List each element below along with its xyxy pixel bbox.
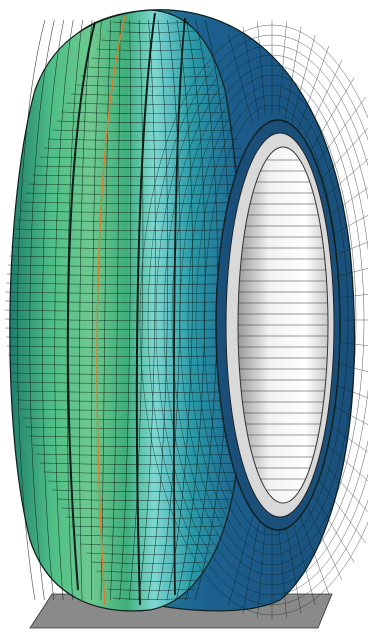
sidewall-radial-line: [290, 514, 316, 606]
sidewall-radial-line: [257, 523, 266, 619]
sidewall-radial-line: [257, 21, 266, 117]
sidewall-radial-line: [330, 241, 368, 257]
sidewall-radial-line: [242, 26, 260, 120]
tread-ring-line: [80, 543, 214, 546]
tread-rib-line: [17, 19, 46, 601]
tread-ring-line: [112, 21, 191, 24]
tread-rib-line: [91, 19, 102, 601]
tread-ring-line: [70, 93, 222, 96]
sidewall-radial-line: [308, 485, 355, 563]
tread-ring-line: [43, 147, 242, 150]
sidewall-radial-line: [325, 422, 368, 453]
tread-groove-3: [135, 12, 156, 606]
sidewall-radial-line: [325, 187, 368, 218]
sidewall-radial-line: [284, 520, 302, 614]
tread-ring-line: [101, 579, 199, 582]
tread-ring-line: [36, 165, 248, 168]
sidewall-radial-line: [228, 514, 254, 606]
sidewall-radial-line: [322, 158, 368, 200]
tread-ring-line: [107, 588, 195, 591]
tread-groove-4: [172, 17, 186, 596]
tread-ring-line: [32, 174, 250, 177]
sidewall-radial-line: [278, 523, 287, 619]
tread-ring-line: [75, 84, 218, 87]
sidewall-radial-line: [296, 45, 330, 133]
sidewall-radial-line: [330, 383, 368, 399]
tread-rib-line: [29, 19, 55, 601]
tread-rib-line: [54, 19, 74, 601]
sidewall-radial-line: [284, 26, 302, 120]
sidewall-radial-line: [328, 403, 368, 426]
tread-rib-line: [100, 19, 112, 601]
tread-rib-line: [110, 19, 121, 601]
tread-rib-line: [138, 19, 156, 601]
tread-ring-line: [66, 516, 225, 519]
tread-groove-2: [96, 15, 126, 606]
tread-rib-line: [147, 19, 169, 601]
sidewall-radial-line: [313, 96, 366, 168]
tread-ring-line: [32, 444, 250, 447]
tread-ring-line: [96, 570, 203, 573]
tread-ring-line: [56, 498, 232, 501]
sidewall-radial-line: [332, 362, 368, 373]
tread-ring-line: [52, 129, 236, 132]
tread-groove-1: [66, 21, 96, 591]
tread-rib-line: [119, 19, 132, 601]
tire-tread: [9, 9, 244, 612]
tread-rib-line: [128, 19, 144, 601]
tread-rib-line: [175, 19, 206, 601]
tread-ring-line: [86, 552, 211, 555]
sidewall-radial-line: [317, 457, 368, 513]
tread-ring-line: [75, 534, 218, 537]
rim-mesh-lines: [238, 159, 328, 491]
sidewall-radial-line: [328, 214, 368, 237]
tread-ring-line: [107, 30, 195, 33]
sidewall-mesh: [139, 20, 368, 620]
sidewall-radial-line: [332, 267, 368, 278]
tread-ring-line: [36, 453, 248, 456]
sidewall-radial-line: [290, 34, 316, 126]
tread-ring-line: [43, 471, 242, 474]
tread-ring-line: [39, 462, 245, 465]
tread-mesh-ribs: [17, 19, 231, 601]
sidewall-radial-line: [278, 21, 287, 117]
sidewall-radial-line: [322, 440, 368, 482]
sidewall-radial-line: [313, 472, 366, 544]
tread-rib-line: [42, 19, 65, 601]
sidewall-radial-line: [333, 341, 368, 347]
sidewall-radial-line: [296, 507, 330, 595]
sidewall-radial-line: [333, 293, 368, 299]
sidewall-radial-line: [317, 127, 368, 183]
tread-ring-line: [70, 525, 222, 528]
sidewall-radial-line: [242, 520, 260, 614]
sidewall-radial-line: [302, 497, 343, 580]
tread-rib-line: [79, 19, 93, 601]
tread-ring-line: [52, 489, 236, 492]
sidewall-radial-line: [302, 60, 343, 143]
sidewall-radial-line: [228, 34, 254, 126]
sidewall-radial-line: [308, 77, 355, 155]
tread-ring-line: [39, 156, 245, 159]
